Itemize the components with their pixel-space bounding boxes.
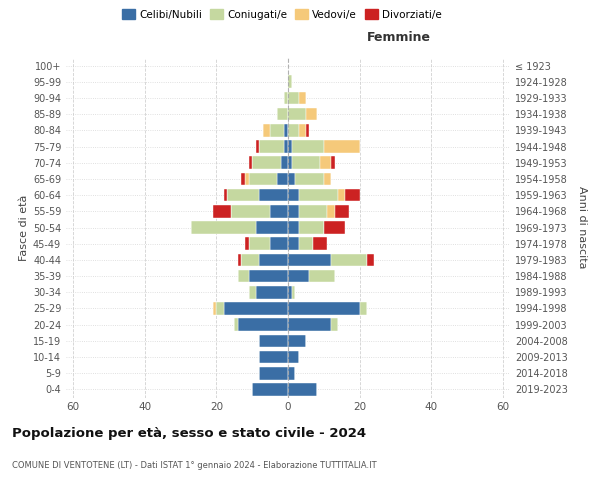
Bar — [359, 302, 367, 315]
Bar — [245, 172, 248, 185]
Y-axis label: Anni di nascita: Anni di nascita — [577, 186, 587, 269]
Bar — [331, 156, 335, 169]
Bar — [367, 254, 374, 266]
Bar — [288, 302, 359, 315]
Bar — [256, 140, 259, 153]
Bar — [288, 156, 292, 169]
Bar — [259, 367, 288, 380]
Bar — [288, 189, 299, 202]
Bar — [310, 270, 335, 282]
Bar — [306, 124, 310, 136]
Bar — [284, 92, 288, 104]
Bar — [259, 140, 284, 153]
Bar — [284, 124, 288, 136]
Bar — [328, 205, 335, 218]
Bar — [288, 221, 299, 234]
Bar — [324, 221, 345, 234]
Bar — [231, 205, 270, 218]
Bar — [331, 254, 367, 266]
Text: Femmine: Femmine — [367, 31, 431, 44]
Bar — [224, 189, 227, 202]
Bar — [288, 318, 331, 331]
Bar — [263, 124, 270, 136]
Bar — [292, 140, 324, 153]
Bar — [288, 76, 292, 88]
Bar — [288, 270, 310, 282]
Bar — [288, 108, 306, 120]
Bar — [324, 172, 331, 185]
Bar — [252, 383, 288, 396]
Bar — [288, 172, 295, 185]
Bar — [306, 108, 317, 120]
Bar — [299, 238, 313, 250]
Bar — [213, 205, 231, 218]
Bar — [248, 238, 270, 250]
Bar — [331, 318, 338, 331]
Bar — [259, 350, 288, 364]
Bar — [191, 221, 256, 234]
Bar — [335, 205, 349, 218]
Bar — [252, 156, 281, 169]
Bar — [248, 156, 252, 169]
Bar — [313, 238, 328, 250]
Text: COMUNE DI VENTOTENE (LT) - Dati ISTAT 1° gennaio 2024 - Elaborazione TUTTITALIA.: COMUNE DI VENTOTENE (LT) - Dati ISTAT 1°… — [12, 460, 377, 469]
Bar — [281, 156, 288, 169]
Bar — [288, 92, 299, 104]
Bar — [299, 92, 306, 104]
Bar — [238, 270, 248, 282]
Bar — [259, 254, 288, 266]
Bar — [295, 172, 324, 185]
Bar — [288, 334, 306, 347]
Bar — [299, 221, 324, 234]
Bar — [248, 286, 256, 298]
Bar — [270, 124, 284, 136]
Bar — [256, 286, 288, 298]
Bar — [292, 286, 295, 298]
Bar — [248, 172, 277, 185]
Bar — [288, 286, 292, 298]
Bar — [241, 254, 259, 266]
Bar — [241, 172, 245, 185]
Bar — [299, 189, 338, 202]
Bar — [338, 189, 345, 202]
Bar — [292, 156, 320, 169]
Bar — [288, 383, 317, 396]
Bar — [345, 189, 359, 202]
Bar — [284, 140, 288, 153]
Bar — [288, 124, 299, 136]
Bar — [238, 318, 288, 331]
Bar — [299, 205, 328, 218]
Bar — [234, 318, 238, 331]
Y-axis label: Fasce di età: Fasce di età — [19, 194, 29, 260]
Bar — [324, 140, 359, 153]
Bar — [288, 254, 331, 266]
Bar — [277, 108, 288, 120]
Bar — [213, 302, 217, 315]
Bar — [320, 156, 331, 169]
Bar — [288, 205, 299, 218]
Bar — [256, 221, 288, 234]
Bar — [238, 254, 241, 266]
Bar — [277, 172, 288, 185]
Bar — [248, 270, 288, 282]
Bar — [224, 302, 288, 315]
Bar — [270, 238, 288, 250]
Text: Popolazione per età, sesso e stato civile - 2024: Popolazione per età, sesso e stato civil… — [12, 428, 366, 440]
Bar — [227, 189, 259, 202]
Bar — [288, 367, 295, 380]
Bar — [217, 302, 224, 315]
Bar — [259, 334, 288, 347]
Bar — [245, 238, 248, 250]
Bar — [270, 205, 288, 218]
Bar — [288, 140, 292, 153]
Bar — [288, 350, 299, 364]
Bar — [299, 124, 306, 136]
Legend: Celibi/Nubili, Coniugati/e, Vedovi/e, Divorziati/e: Celibi/Nubili, Coniugati/e, Vedovi/e, Di… — [118, 5, 446, 24]
Bar — [288, 238, 299, 250]
Bar — [259, 189, 288, 202]
